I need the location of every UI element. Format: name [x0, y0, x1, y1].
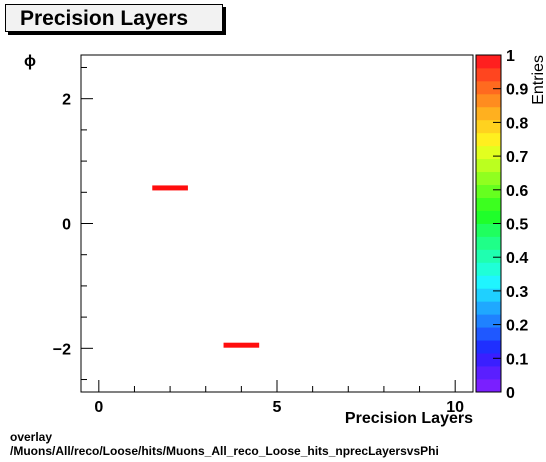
x-tick-label: 5 — [273, 399, 282, 416]
x-axis-title: Precision Layers — [345, 410, 473, 427]
colorbar-tick-label: 0.1 — [506, 351, 528, 368]
colorbar-tick-label: 0.3 — [506, 284, 528, 301]
colorbar-swatch — [476, 236, 501, 250]
colorbar-tick-label: 0.8 — [506, 115, 528, 132]
colorbar-swatch — [476, 249, 501, 263]
colorbar-swatch — [476, 353, 501, 367]
colorbar-swatch — [476, 262, 501, 276]
z-axis-title: Entries — [530, 55, 546, 105]
colorbar-swatch — [476, 158, 501, 173]
colorbar-swatch — [476, 275, 501, 289]
chart-title: Precision Layers — [20, 7, 189, 30]
y-axis-title: ϕ — [24, 53, 36, 70]
footer-line-1: overlay — [10, 430, 53, 444]
colorbar-tick-label: 0.4 — [506, 250, 528, 267]
colorbar-swatch — [476, 288, 501, 302]
heatmap-bin-1 — [223, 342, 260, 348]
colorbar-tick-label: 1 — [506, 48, 515, 65]
footer-line-2: /Muons/All/reco/Loose/hits/Muons_All_rec… — [10, 444, 439, 458]
colorbar-tick-label: 0.5 — [506, 217, 528, 234]
colorbar-tick-label: 0.2 — [506, 318, 528, 335]
colorbar-swatch — [476, 340, 501, 354]
colorbar-swatch — [476, 314, 501, 328]
colorbar-swatch — [476, 223, 501, 237]
title-box: Precision Layers — [5, 4, 223, 32]
colorbar-swatch — [476, 93, 501, 108]
y-tick-label: 2 — [62, 92, 71, 109]
y-tick-label: −2 — [53, 341, 71, 358]
colorbar-swatch — [476, 210, 501, 224]
colorbar-tick-label: 0.7 — [506, 149, 528, 166]
x-tick-label: 10 — [446, 399, 464, 416]
colorbar-swatch — [476, 55, 501, 69]
colorbar-swatch — [476, 145, 501, 160]
colorbar-swatch — [476, 67, 501, 82]
plot-frame — [80, 54, 474, 393]
colorbar-tick-label: 0 — [506, 385, 515, 402]
colorbar-tick-label: 0.6 — [506, 183, 528, 200]
heatmap-bin-0 — [152, 185, 188, 191]
colorbar-swatch — [476, 132, 501, 147]
colorbar-swatch — [476, 366, 501, 380]
colorbar-swatch — [476, 171, 501, 186]
x-tick-label: 0 — [94, 399, 103, 416]
colorbar-swatch — [476, 106, 501, 121]
colorbar-swatch — [476, 119, 501, 134]
colorbar-swatch — [476, 379, 501, 393]
colorbar-swatch — [476, 327, 501, 341]
colorbar-tick-label: 0.9 — [506, 82, 528, 99]
colorbar-swatch — [476, 80, 501, 95]
y-tick-label: 0 — [62, 217, 71, 234]
colorbar-swatch — [476, 301, 501, 315]
colorbar-swatch — [476, 184, 501, 198]
colorbar-swatch — [476, 197, 501, 211]
